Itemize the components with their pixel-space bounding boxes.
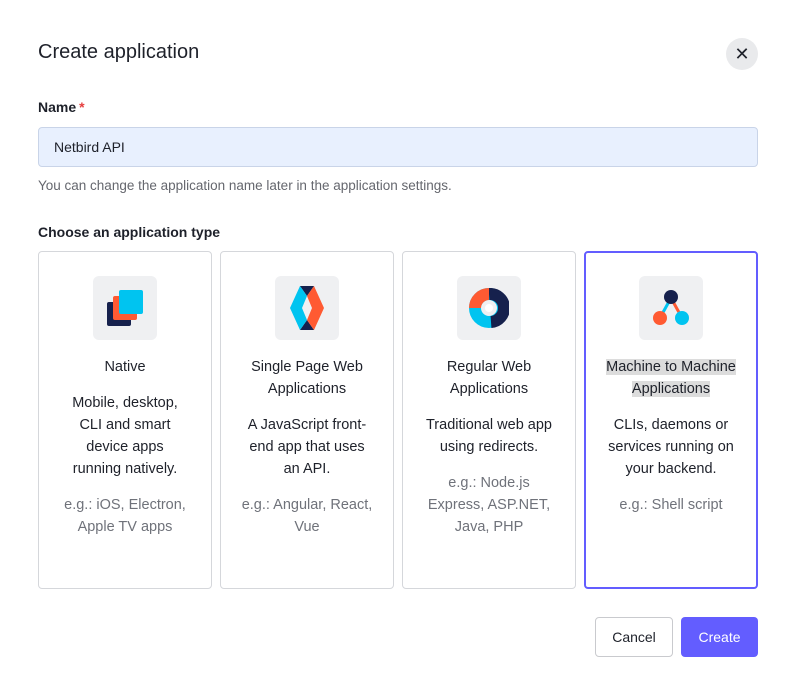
- spa-icon: [275, 276, 339, 340]
- card-title: Machine to Machine Applications: [606, 359, 736, 397]
- create-button[interactable]: Create: [681, 617, 758, 657]
- required-mark: *: [79, 99, 85, 115]
- card-spa[interactable]: Single Page Web Applications A JavaScrip…: [220, 251, 394, 589]
- card-regular-web[interactable]: Regular Web Applications Traditional web…: [402, 251, 576, 589]
- type-section-label: Choose an application type: [38, 224, 221, 240]
- regular-web-app-icon: [457, 276, 521, 340]
- card-examples: e.g.: iOS, Electron, Apple TV apps: [64, 497, 186, 535]
- card-native[interactable]: Native Mobile, desktop, CLI and smart de…: [38, 251, 212, 589]
- close-icon: ✕: [734, 43, 750, 64]
- dialog-title: Create application: [38, 41, 200, 63]
- name-input[interactable]: [38, 127, 758, 167]
- card-m2m[interactable]: Machine to Machine Applications CLIs, da…: [584, 251, 758, 589]
- card-title: Single Page Web Applications: [251, 359, 363, 397]
- card-description: A JavaScript front-end app that uses an …: [247, 417, 367, 477]
- card-description: Traditional web app using redirects.: [425, 417, 552, 455]
- close-button[interactable]: ✕: [726, 38, 758, 70]
- card-title: Native: [104, 359, 146, 375]
- m2m-icon: [639, 276, 703, 340]
- name-help-text: You can change the application name late…: [38, 178, 452, 193]
- card-examples: e.g.: Angular, React, Vue: [241, 497, 373, 535]
- name-label: Name *: [38, 99, 85, 115]
- native-app-icon: [93, 276, 157, 340]
- card-description: Mobile, desktop, CLI and smart device ap…: [72, 395, 178, 477]
- card-description: CLIs, daemons or services running on you…: [608, 417, 734, 477]
- card-examples: e.g.: Shell script: [619, 497, 723, 513]
- card-title: Regular Web Applications: [446, 359, 532, 397]
- cancel-button[interactable]: Cancel: [595, 617, 673, 657]
- card-examples: e.g.: Node.js Express, ASP.NET, Java, PH…: [427, 475, 551, 535]
